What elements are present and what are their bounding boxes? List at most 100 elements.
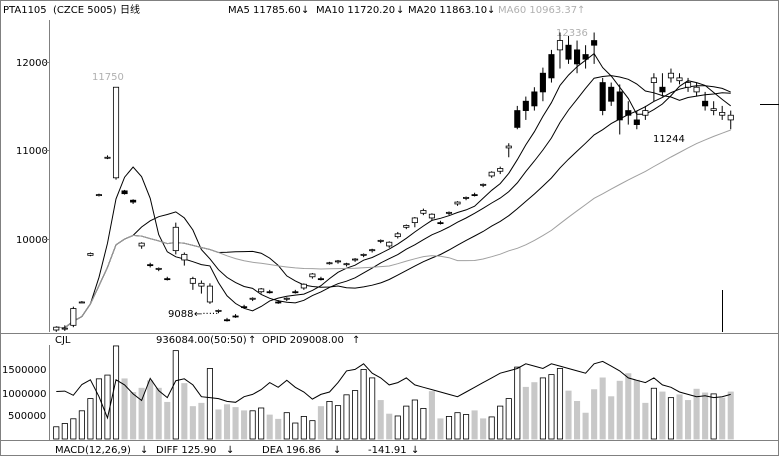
- candle-body: [70, 308, 77, 326]
- candle-body: [258, 288, 265, 293]
- volume-bar: [565, 390, 572, 440]
- candle-body: [488, 171, 495, 177]
- volume-bar: [642, 402, 649, 440]
- candle-body: [633, 119, 640, 125]
- candle-body: [343, 263, 350, 266]
- ma10-line: [56, 75, 731, 329]
- volume-bar: [70, 418, 77, 440]
- candle-body: [480, 183, 487, 186]
- volume-bar: [556, 368, 564, 440]
- candle-body: [394, 233, 401, 238]
- volume-bar: [394, 415, 401, 440]
- volume-bar: [403, 405, 410, 440]
- volume-bar: [369, 377, 376, 440]
- volume-bar: [702, 392, 709, 440]
- volume-bar: [266, 414, 273, 440]
- volume-bar: [522, 386, 529, 440]
- candle-body: [78, 301, 85, 304]
- candle-body: [454, 201, 461, 205]
- candle-body: [437, 222, 444, 225]
- volume-bar: [548, 374, 555, 440]
- candle-body: [181, 253, 188, 261]
- candle-body: [104, 156, 111, 159]
- ma20-line: [56, 85, 731, 329]
- candle-body: [198, 282, 205, 287]
- volume-bar: [292, 422, 299, 440]
- candle-body: [206, 285, 213, 303]
- volume-bar: [147, 380, 154, 440]
- candle-body: [138, 242, 145, 247]
- candle-body: [189, 278, 196, 284]
- volume-bar: [112, 345, 120, 440]
- ma10-arrow-icon: ↓: [396, 5, 404, 16]
- volume-bar: [360, 369, 367, 440]
- candle-body: [223, 319, 231, 322]
- annotation-recent-low: 11244: [653, 134, 685, 145]
- volume-bar: [616, 380, 623, 440]
- volume-bar: [130, 392, 137, 440]
- candle-body: [326, 262, 333, 265]
- volume-bar: [78, 410, 85, 440]
- candle-body: [334, 260, 342, 263]
- candle-body: [667, 72, 675, 79]
- volume-bar: [249, 410, 256, 440]
- volume-bar: [420, 408, 427, 440]
- candle-body: [727, 114, 734, 121]
- volume-bar: [650, 387, 657, 440]
- volume-bar: [386, 413, 393, 440]
- volume-bar: [87, 398, 94, 440]
- period-label: 日线: [120, 3, 140, 16]
- price-ticks: 12000 11000 10000: [16, 58, 48, 246]
- opid-arrow-icon: ↑: [352, 335, 360, 346]
- candle-body: [719, 112, 726, 116]
- opid-label: OPID 209008.00: [262, 335, 344, 346]
- candle-body: [420, 210, 427, 214]
- volume-bar: [625, 373, 632, 440]
- candle-body: [574, 49, 581, 65]
- volume-bar: [667, 397, 675, 440]
- ma20-label: MA20 11863.10: [408, 5, 487, 16]
- macd-label: MACD(12,26,9): [55, 445, 131, 456]
- dea-label: DEA 196.86: [262, 445, 321, 456]
- volume-bar: [659, 391, 666, 440]
- candle-body: [300, 283, 307, 289]
- volume-bar: [599, 377, 606, 440]
- dea-arrow-icon: ↓: [333, 445, 341, 456]
- candle-body: [112, 86, 120, 179]
- candle-body: [232, 315, 239, 318]
- volume-bar: [582, 412, 589, 440]
- volume-bar: [206, 368, 213, 440]
- ma5-arrow-icon: ↓: [301, 5, 309, 16]
- volume-bar: [104, 374, 111, 440]
- volume-bar: [326, 400, 333, 440]
- symbol-label: PTA1105: [3, 5, 47, 16]
- price-tick-12000: 12000: [16, 58, 48, 69]
- volume-bar: [223, 404, 231, 440]
- candle-body: [710, 108, 717, 111]
- volume-bar: [189, 406, 196, 440]
- volume-bar: [454, 412, 461, 440]
- volume-bar: [138, 387, 145, 440]
- volume-bar: [710, 393, 717, 440]
- price-tick-11000: 11000: [16, 146, 48, 157]
- candle-body: [369, 249, 376, 252]
- volume-bar: [181, 383, 188, 440]
- ma60-label: MA60 10963.37: [498, 5, 577, 16]
- candle-body: [608, 86, 615, 102]
- volume-bar: [258, 407, 265, 440]
- candle-body: [155, 267, 162, 270]
- candle-body: [317, 278, 324, 281]
- candle-body: [147, 264, 154, 267]
- candle-body: [121, 190, 128, 195]
- volume-bar: [53, 426, 60, 440]
- volume-bar: [95, 378, 103, 440]
- candle-body: [676, 77, 683, 82]
- diff-label: DIFF 125.90: [156, 445, 216, 456]
- ma60-arrow-icon: ↑: [577, 5, 585, 16]
- volume-bar: [676, 394, 683, 440]
- candle-body: [172, 226, 179, 252]
- volume-bar: [445, 416, 453, 440]
- candle-body: [582, 54, 589, 60]
- candle-body: [642, 110, 649, 116]
